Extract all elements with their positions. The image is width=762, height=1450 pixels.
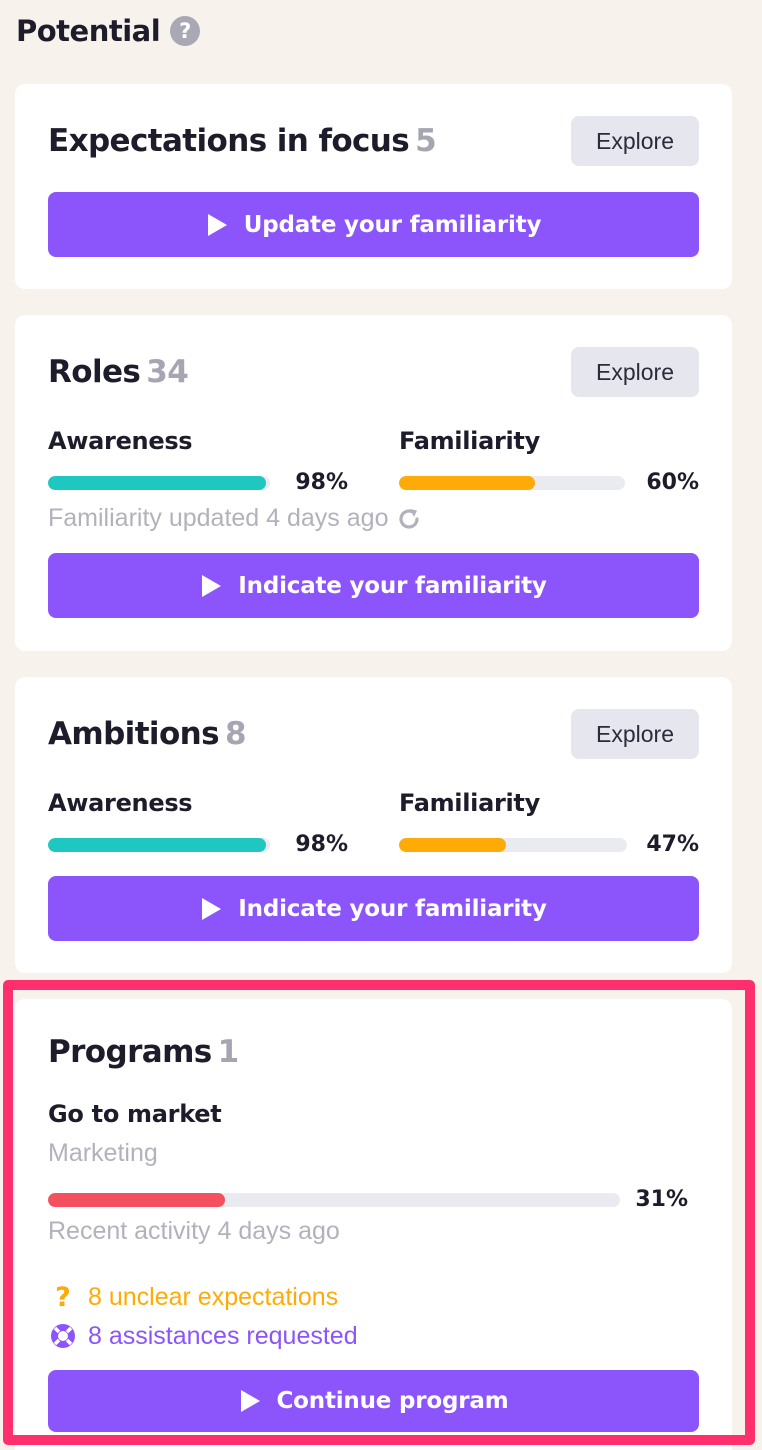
question-mark-icon: ? (55, 1282, 71, 1313)
unclear-expectations[interactable]: ? 8 unclear expectations (48, 1282, 338, 1313)
awareness-percent: 98% (295, 832, 348, 857)
play-icon (202, 897, 222, 920)
awareness-fill (48, 475, 266, 490)
indicate-familiarity-button[interactable]: Indicate your familiarity (48, 553, 699, 618)
program-progress: 31% (48, 1187, 688, 1212)
play-icon (240, 1390, 260, 1412)
program-name[interactable]: Go to market (48, 1100, 222, 1128)
programs-card: Programs 1 Go to market Marketing 31% Rec… (15, 999, 732, 1450)
familiarity-metric: Familiarity (399, 427, 699, 455)
card-title: Ambitions 8 (48, 716, 247, 752)
familiarity-label: Familiarity (399, 427, 540, 455)
card-title: Programs 1 (48, 1034, 239, 1070)
program-progress-fill (48, 1192, 226, 1207)
lifebuoy-icon (51, 1324, 75, 1348)
awareness-percent: 98% (295, 470, 348, 495)
button-label: Indicate your familiarity (238, 572, 547, 599)
awareness-label: Awareness (48, 427, 193, 455)
awareness-label: Awareness (48, 789, 193, 817)
card-title-text: Programs (48, 1034, 212, 1070)
ambitions-card: Ambitions 8 Explore Awareness 98% Familia… (15, 677, 732, 973)
button-label: Continue program (276, 1388, 509, 1414)
familiarity-label: Familiarity (399, 789, 540, 817)
card-count: 8 (224, 716, 247, 752)
explore-button[interactable]: Explore (571, 709, 699, 759)
unclear-text: 8 unclear expectations (88, 1283, 339, 1311)
assist-text: 8 assistances requested (88, 1321, 358, 1350)
play-icon (207, 213, 227, 236)
indicate-familiarity-button[interactable]: Indicate your familiarity (48, 876, 699, 941)
section-header: Potential ? (16, 14, 201, 48)
card-count: 34 (146, 354, 189, 390)
assistances-requested[interactable]: 8 assistances requested (48, 1321, 358, 1351)
card-title-text: Roles (48, 354, 141, 390)
card-count: 5 (415, 123, 437, 159)
recent-activity: Recent activity 4 days ago (48, 1217, 340, 1245)
play-icon (202, 574, 222, 597)
button-label: Update your familiarity (243, 211, 542, 238)
card-title: Roles 34 (48, 354, 189, 390)
awareness-metric: Awareness (48, 789, 348, 817)
card-title: Expectations in focus 5 (48, 123, 437, 159)
update-familiarity-button[interactable]: Update your familiarity (48, 192, 699, 257)
page-title: Potential (16, 14, 161, 48)
roles-card: Roles 34 Explore Awareness 98% Familiarit… (15, 315, 732, 651)
familiarity-percent: 47% (646, 832, 699, 857)
awareness-progress: 98% (48, 470, 348, 495)
familiarity-fill (399, 837, 507, 852)
familiarity-fill (399, 475, 535, 490)
continue-program-button[interactable]: Continue program (48, 1370, 699, 1432)
help-icon[interactable]: ? (170, 16, 201, 46)
familiarity-progress: 60% (399, 470, 699, 495)
familiarity-updated: Familiarity updated 4 days ago (48, 504, 422, 533)
familiarity-metric: Familiarity (399, 789, 699, 817)
familiarity-progress: 47% (399, 832, 699, 857)
card-title-text: Expectations in focus (48, 123, 410, 159)
button-label: Indicate your familiarity (238, 895, 547, 922)
familiarity-percent: 60% (646, 470, 699, 495)
expectations-card: Expectations in focus 5 Explore Update yo… (15, 84, 732, 289)
awareness-metric: Awareness (48, 427, 348, 455)
explore-button[interactable]: Explore (571, 347, 699, 397)
explore-button[interactable]: Explore (571, 116, 699, 166)
refresh-icon[interactable] (396, 506, 422, 532)
program-category: Marketing (48, 1139, 158, 1167)
program-percent: 31% (635, 1187, 688, 1212)
awareness-fill (48, 837, 266, 852)
card-title-text: Ambitions (48, 716, 220, 752)
awareness-progress: 98% (48, 832, 348, 857)
card-count: 1 (217, 1034, 240, 1070)
updated-text: Familiarity updated 4 days ago (48, 504, 389, 532)
